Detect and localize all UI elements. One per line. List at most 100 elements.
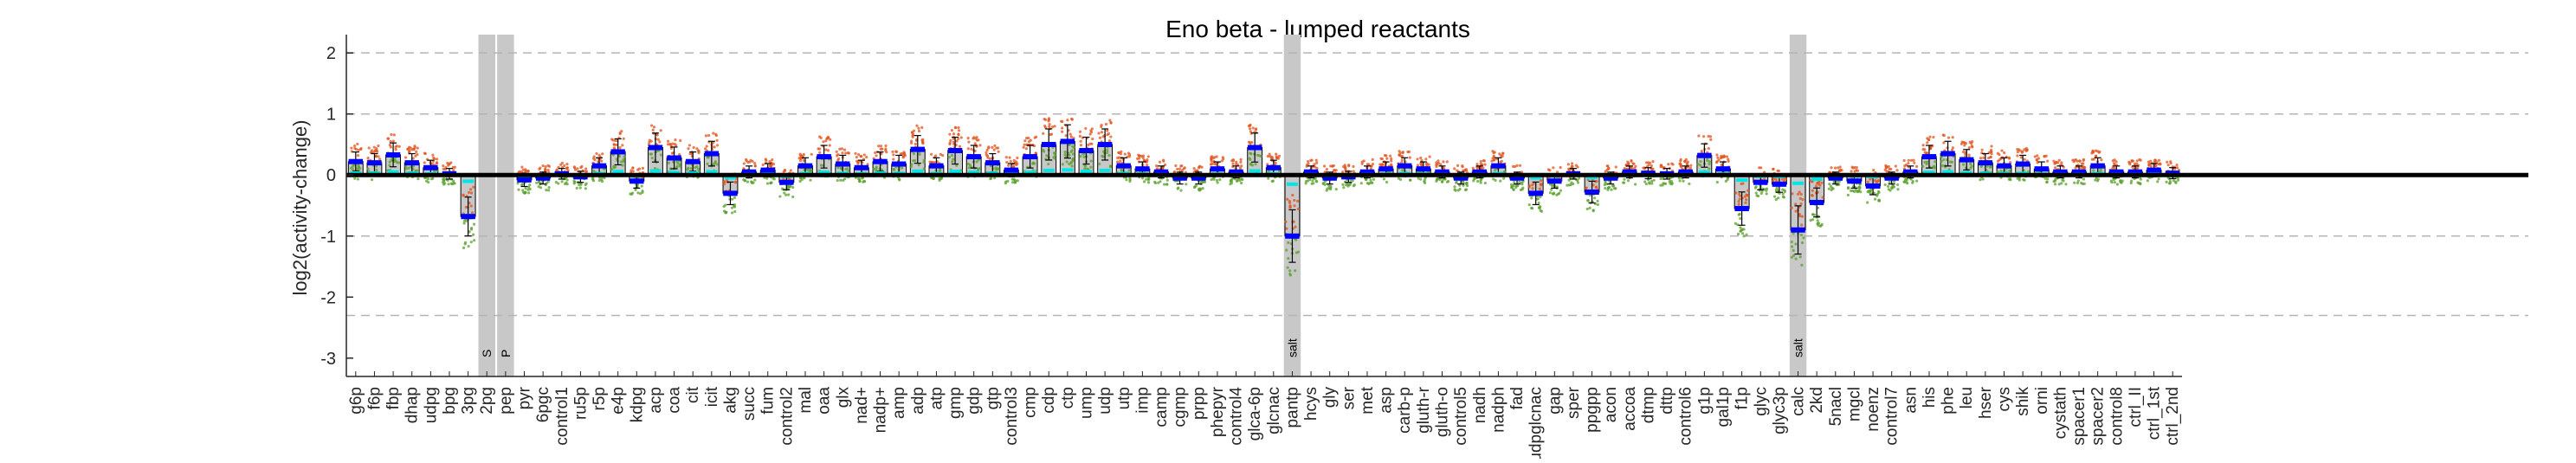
mean-marker-g1p	[1697, 152, 1712, 158]
mean-marker-f1p	[1734, 206, 1749, 212]
scatter-point-adp	[910, 131, 914, 134]
scatter-point-utp	[1120, 150, 1123, 153]
scatter-point-f1p	[1742, 235, 1746, 238]
scatter-point-control5	[1458, 187, 1462, 191]
scatter-point-spacer1	[2082, 177, 2086, 181]
median-marker-ppgpp	[1586, 176, 1598, 180]
x-tick-label-g6p: g6p	[347, 387, 365, 415]
scatter-point-dhap	[404, 156, 408, 159]
scatter-point-nadh	[1483, 163, 1487, 166]
scatter-point-ppgpp	[1591, 209, 1595, 213]
scatter-point-gtp	[995, 146, 998, 150]
scatter-point-acp	[652, 125, 656, 129]
median-marker-akg	[724, 176, 736, 180]
x-tick-label-spacer2: spacer2	[2089, 387, 2108, 446]
band-label-calc: salt	[1792, 338, 1805, 357]
scatter-point-ctp	[1065, 160, 1068, 164]
x-tick-label-hser: hser	[1977, 386, 1995, 419]
scatter-point-f6p	[372, 151, 376, 154]
mean-marker-control3	[1004, 167, 1019, 173]
scatter-point-glyc	[1765, 189, 1768, 192]
x-tick-label-control8: control8	[2108, 387, 2126, 446]
scatter-point-ctrl_II	[2136, 181, 2140, 184]
scatter-point-ru5p	[576, 167, 579, 170]
scatter-point-udpglcnac	[1539, 195, 1542, 198]
scatter-point-r5p	[597, 153, 601, 157]
band-label-pantp: salt	[1285, 338, 1299, 357]
scatter-point-ctrl_II	[2128, 161, 2132, 164]
scatter-point-imp	[1138, 157, 1141, 160]
scatter-point-control5	[1453, 188, 1456, 191]
scatter-point-glyc	[1765, 192, 1768, 196]
scatter-point-calc	[1796, 192, 1800, 196]
scatter-point-gtp	[986, 146, 991, 150]
scatter-point-noenz	[1875, 180, 1878, 183]
scatter-point-ctp	[1068, 132, 1072, 136]
mean-marker-mgcl	[1847, 178, 1862, 184]
scatter-point-control1	[554, 181, 558, 184]
scatter-point-2kd	[1816, 219, 1819, 222]
scatter-point-control7	[1888, 167, 1891, 171]
scatter-point-glcnac	[1268, 152, 1271, 156]
scatter-point-nadp+	[881, 147, 884, 151]
scatter-point-adp	[922, 158, 926, 162]
scatter-point-control5	[1453, 185, 1456, 189]
scatter-point-camp	[1153, 181, 1158, 185]
scatter-point-gmp	[952, 132, 956, 136]
median-marker-g1p	[1698, 170, 1710, 174]
scatter-point-glca-6p	[1257, 154, 1262, 158]
scatter-point-camp	[1155, 164, 1159, 168]
scatter-point-control6	[1682, 179, 1685, 183]
scatter-point-leu	[1962, 163, 1966, 166]
x-tick-label-mgcl: mgcl	[1845, 387, 1863, 421]
scatter-point-ctp	[1064, 134, 1068, 138]
scatter-point-g1p	[1700, 149, 1703, 153]
scatter-point-5nacl	[1832, 180, 1836, 184]
scatter-point-glyc3p	[1774, 177, 1778, 181]
scatter-point-leu	[1964, 142, 1967, 145]
scatter-point-camp	[1158, 160, 1162, 164]
scatter-point-udpg	[431, 177, 435, 180]
scatter-point-cdp	[1054, 151, 1057, 155]
scatter-point-gmp	[952, 158, 955, 161]
scatter-point-f1p	[1739, 229, 1743, 233]
scatter-point-control7	[1888, 189, 1892, 192]
scatter-point-amp	[892, 158, 895, 161]
mean-marker-spacer2	[2090, 163, 2105, 169]
scatter-point-phepyr	[1210, 177, 1213, 182]
scatter-point-cystath	[2057, 158, 2061, 162]
scatter-point-cmp	[1022, 145, 1025, 149]
mean-marker-spacer1	[2071, 169, 2087, 175]
scatter-point-bpg	[447, 183, 450, 186]
x-tick-label-gluth-r: gluth-r	[1415, 386, 1433, 434]
scatter-point-udpg	[435, 158, 439, 161]
scatter-point-gap	[1550, 188, 1553, 191]
mean-marker-mal	[797, 163, 813, 169]
scatter-point-cys	[1996, 159, 2000, 163]
scatter-points	[349, 117, 2181, 277]
scatter-point-gmp	[947, 156, 951, 159]
scatter-point-g6p	[350, 146, 353, 150]
mean-marker-glcnac	[1266, 164, 1282, 170]
scatter-point-gtp	[991, 145, 994, 149]
scatter-point-6pgc	[535, 181, 539, 184]
scatter-point-spacer2	[2098, 150, 2101, 154]
scatter-point-amp	[900, 166, 904, 170]
x-tick-label-camp: camp	[1152, 387, 1171, 427]
scatter-point-spacer1	[2080, 181, 2083, 185]
scatter-point-leu	[1959, 142, 1963, 145]
scatter-point-akg	[730, 211, 734, 215]
mean-marker-gal1p	[1715, 166, 1731, 172]
scatter-point-ctrl_2nd	[2172, 179, 2176, 183]
scatter-point-control8	[2111, 167, 2114, 170]
scatter-point-sper	[1569, 183, 1572, 187]
scatter-point-cmp	[1027, 136, 1030, 140]
scatter-point-dttp	[1659, 177, 1662, 181]
scatter-point-gmp	[958, 145, 962, 148]
scatter-point-control4	[1229, 183, 1232, 186]
scatter-point-ctp	[1069, 117, 1074, 120]
scatter-point-pyr	[524, 169, 528, 172]
scatter-point-pyr	[526, 188, 530, 191]
scatter-point-spacer2	[2095, 150, 2099, 153]
scatter-point-gap	[1559, 165, 1562, 170]
